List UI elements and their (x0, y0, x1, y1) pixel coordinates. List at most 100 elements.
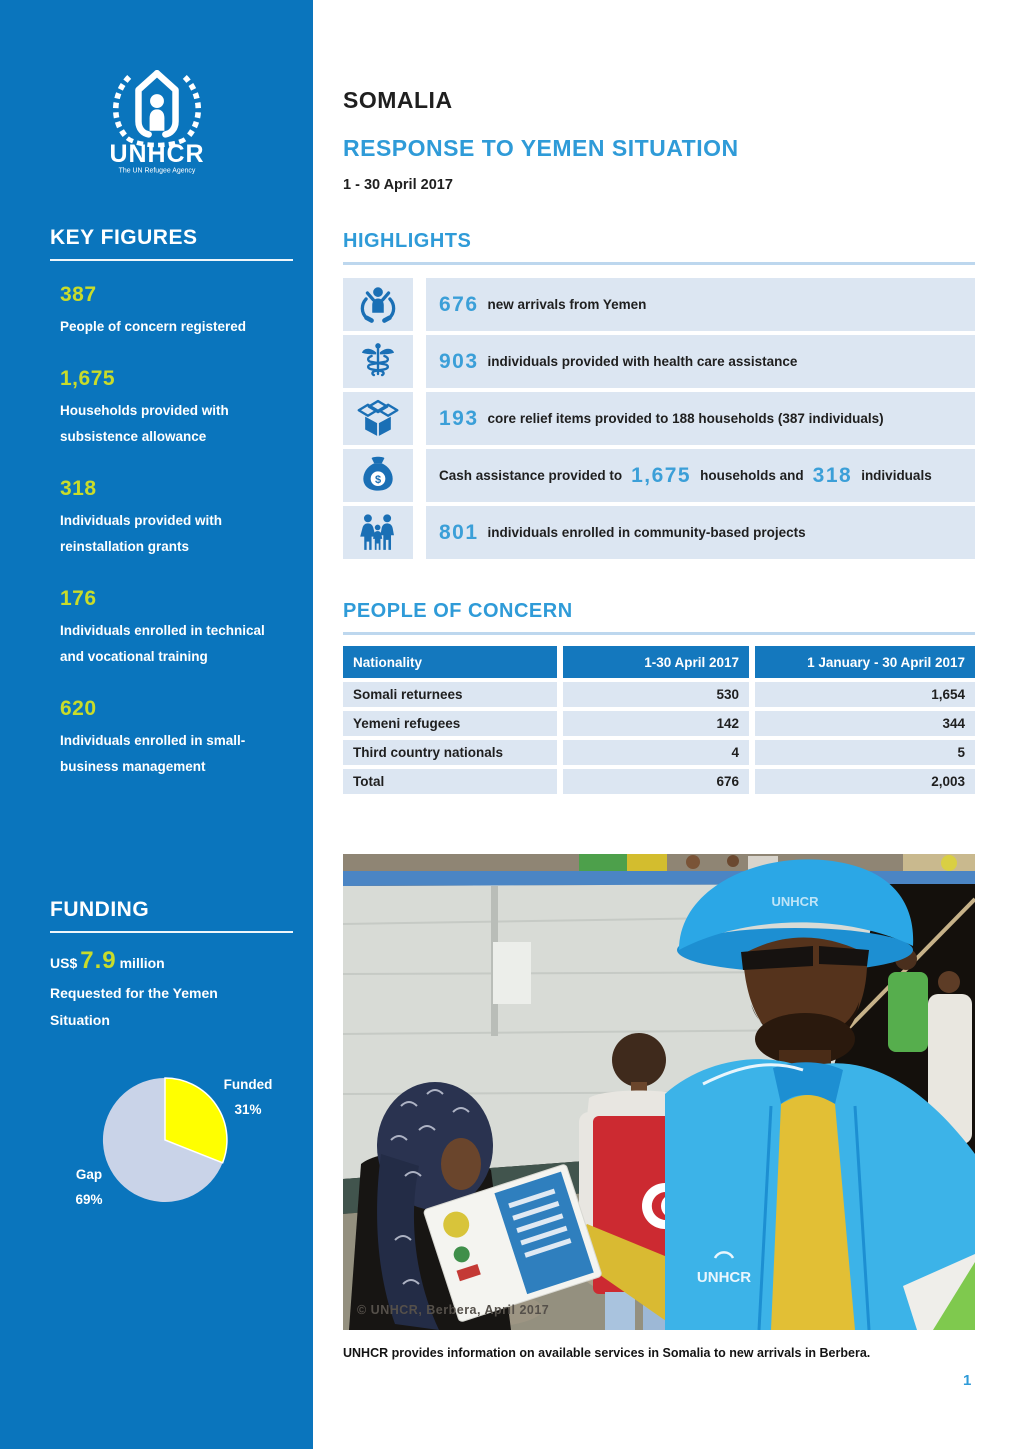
key-figures-title: KEY FIGURES (50, 226, 293, 261)
key-figure-value: 620 (60, 697, 97, 720)
key-figure: 620 Individuals enrolled in small-busine… (60, 694, 278, 780)
unhcr-emblem-icon: UNHCR The UN Refugee Agency (109, 70, 204, 174)
highlight-value: 676 (439, 292, 479, 316)
pie-slice-gap (102, 1078, 223, 1202)
key-figure-label: Individuals enrolled in technical and vo… (60, 623, 265, 664)
highlight-icon-cell: $ (343, 449, 413, 502)
table-cell: Total (343, 769, 557, 794)
photo: UNHCR UNHCR © UNHCR, Berbera, April 2017 (343, 854, 975, 1330)
highlight-icon-cell (343, 392, 413, 445)
funding-pie-chart: Funded 31% Gap 69% (40, 1066, 308, 1226)
highlight-bar: Cash assistance provided to 1,675 househ… (426, 449, 975, 502)
highlight-icon-cell (343, 335, 413, 388)
pie-slice-funded (164, 1077, 228, 1164)
table-header-cell: 1-30 April 2017 (563, 646, 749, 678)
funding-title: FUNDING (50, 898, 293, 933)
highlight-text: individuals provided with health care as… (487, 354, 798, 369)
key-figure-label: Individuals enrolled in small-business m… (60, 733, 246, 774)
highlight-value: 318 (812, 463, 853, 487)
sidebar: UNHCR The UN Refugee Agency KEY FIGURES … (0, 0, 313, 1449)
funding-value: 7.9 (80, 947, 117, 974)
page-number: 1 (963, 1372, 972, 1389)
funding-amount: US$ 7.9 million (50, 946, 265, 978)
table-cell: 344 (755, 711, 975, 736)
highlight-bar: 903 individuals provided with health car… (426, 335, 975, 388)
table-cell: 2,003 (755, 769, 975, 794)
caduceus-icon (361, 343, 395, 377)
funding-summary: US$ 7.9 million Requested for the Yemen Si… (50, 946, 265, 1034)
highlight-bar: 193 core relief items provided to 188 ho… (426, 392, 975, 445)
pie-label-gap: Gap 69% (54, 1162, 124, 1212)
highlight-bar: 676 new arrivals from Yemen (426, 278, 975, 331)
table-cell: Somali returnees (343, 682, 557, 707)
money-bag-icon: $ (363, 456, 393, 491)
key-figure-value: 387 (60, 283, 97, 306)
pie-label-gap-pct: 69% (75, 1192, 103, 1207)
key-figure-value: 176 (60, 587, 97, 610)
report-period: 1 - 30 April 2017 (343, 177, 453, 193)
highlight-value: 903 (439, 349, 479, 373)
family-icon (360, 514, 394, 550)
key-figure: 176 Individuals enrolled in technical an… (60, 584, 278, 670)
pie-label-funded-pct: 31% (234, 1102, 262, 1117)
highlight-text: core relief items provided to 188 househ… (487, 411, 884, 426)
key-figure-label: People of concern registered (60, 319, 247, 334)
key-figure: 1,675 Households provided with subsisten… (60, 364, 278, 450)
highlight-icon-cell (343, 278, 413, 331)
svg-text:UNHCR: UNHCR (697, 1269, 751, 1286)
photo-credit: © UNHCR, Berbera, April 2017 (357, 1303, 550, 1317)
highlights-list: 676 new arrivals from Yemen (343, 278, 975, 559)
logo-wordmark: UNHCR (109, 140, 204, 168)
key-figure-value: 1,675 (60, 367, 116, 390)
report-title: RESPONSE TO YEMEN SITUATION (343, 135, 739, 161)
photo-illustration: UNHCR UNHCR (343, 854, 975, 1330)
highlight-value: 193 (439, 406, 479, 430)
highlight-row: 903 individuals provided with health car… (343, 335, 975, 388)
table-cell: Third country nationals (343, 740, 557, 765)
highlight-row: 801 individuals enrolled in community-ba… (343, 506, 975, 559)
highlight-text: households and (700, 468, 804, 483)
key-figure: 387 People of concern registered (60, 280, 278, 340)
logo-tagline: The UN Refugee Agency (118, 167, 195, 174)
table-cell: 4 (563, 740, 749, 765)
pie-label-funded: Funded 31% (198, 1072, 298, 1122)
highlight-bar: 801 individuals enrolled in community-ba… (426, 506, 975, 559)
table-cell: Yemeni refugees (343, 711, 557, 736)
pie-label-funded-name: Funded (223, 1077, 273, 1092)
svg-text:$: $ (375, 474, 381, 486)
highlight-row: $ Cash assistance provided to 1,675 hous… (343, 449, 975, 502)
pie-chart-icon (102, 1077, 228, 1202)
table-cell: 142 (563, 711, 749, 736)
unhcr-logo: UNHCR The UN Refugee Agency (0, 64, 313, 182)
country-title: SOMALIA (343, 87, 453, 113)
highlight-icon-cell (343, 506, 413, 559)
table-cell: 5 (755, 740, 975, 765)
table-header-cell: 1 January - 30 April 2017 (755, 646, 975, 678)
funding-unit: million (119, 955, 165, 971)
people-of-concern-table: Nationality 1-30 April 2017 1 January - … (343, 646, 975, 794)
key-figures-list: 387 People of concern registered 1,675 H… (60, 280, 278, 804)
pie-label-gap-name: Gap (75, 1167, 103, 1182)
open-box-icon (357, 399, 399, 436)
key-figure: 318 Individuals provided with reinstalla… (60, 474, 278, 560)
highlight-text: new arrivals from Yemen (487, 297, 647, 312)
funding-currency: US$ (50, 955, 78, 971)
table-cell: 1,654 (755, 682, 975, 707)
people-of-concern-title: PEOPLE OF CONCERN (343, 599, 975, 635)
key-figure-label: Individuals provided with reinstallation… (60, 513, 223, 554)
highlight-text: Cash assistance provided to (439, 468, 623, 483)
svg-text:UNHCR: UNHCR (772, 894, 820, 909)
table-cell: 530 (563, 682, 749, 707)
highlights-title: HIGHLIGHTS (343, 229, 975, 265)
key-figure-label: Households provided with subsistence all… (60, 403, 229, 444)
highlight-value: 1,675 (631, 463, 692, 487)
highlight-row: 676 new arrivals from Yemen (343, 278, 975, 331)
table-cell: 676 (563, 769, 749, 794)
main-content: SOMALIA RESPONSE TO YEMEN SITUATION 1 - … (343, 0, 975, 1360)
key-figure-value: 318 (60, 477, 97, 500)
funding-description: Requested for the Yemen Situation (50, 985, 218, 1028)
highlight-text: individuals (861, 468, 932, 483)
table-header-cell: Nationality (343, 646, 557, 678)
highlight-text: individuals enrolled in community-based … (487, 525, 806, 540)
